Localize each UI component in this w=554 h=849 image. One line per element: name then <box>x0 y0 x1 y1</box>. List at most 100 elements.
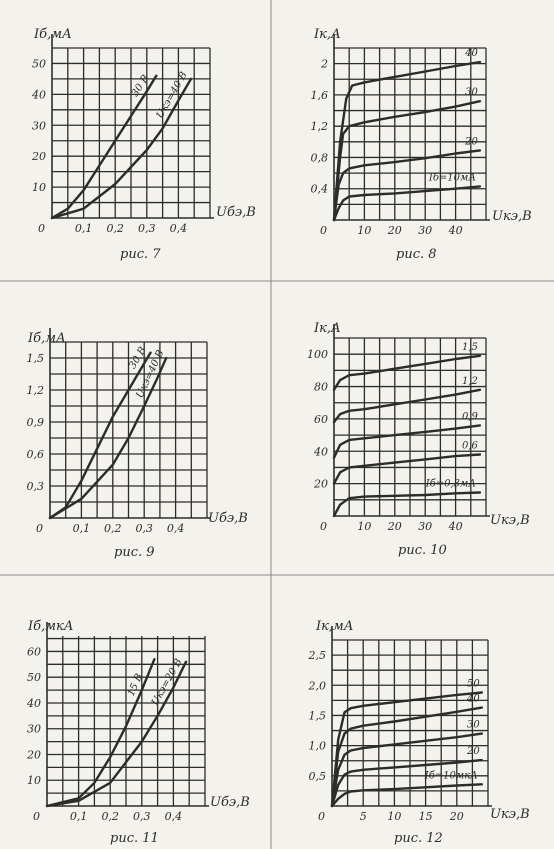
series-line-2 <box>330 706 483 808</box>
y-tick-label: 30 <box>27 723 41 736</box>
x-tick-label: 0,4 <box>170 222 188 235</box>
x-tick-label: 0,2 <box>101 810 119 823</box>
y-tick-label: 0,5 <box>309 770 327 783</box>
y-tick-label: 1,5 <box>309 709 327 722</box>
y-tick-label: 2,5 <box>308 649 327 662</box>
series-line-4 <box>332 185 482 222</box>
x-tick-label: 20 <box>449 810 464 823</box>
x-tick-label: 0,1 <box>73 522 91 535</box>
y-tick-label: 1,2 <box>311 120 329 133</box>
x-axis-label: Uкэ,В <box>490 807 530 822</box>
y-tick-label: 1,2 <box>27 384 45 397</box>
y-tick-label: 40 <box>26 697 41 710</box>
series-label: 30 <box>465 87 478 98</box>
series-label: 40 <box>464 48 478 59</box>
chart-fig8: 0 10 20 30 40 0,4 0,8 1,2 1,6 2 40 30 20 Iб=10мА Iк,А U… <box>311 27 532 262</box>
y-tick-label: 60 <box>27 645 41 658</box>
series-line-1 <box>48 351 152 520</box>
y-tick-label: 80 <box>314 381 328 394</box>
figure-caption: рис. 8 <box>396 247 437 262</box>
series-line-5 <box>332 491 482 518</box>
series-line-3 <box>330 732 483 808</box>
x-tick-label: 10 <box>387 810 401 823</box>
x-tick-label: 5 <box>360 810 367 823</box>
y-tick-label: 2,0 <box>308 679 327 692</box>
series-line-2 <box>45 660 188 808</box>
series-line-1 <box>45 658 156 808</box>
series-label: 50 <box>467 679 480 690</box>
x-tick-label: 0,2 <box>104 522 122 535</box>
x-axis-label: Uкэ,В <box>490 513 530 528</box>
x-axis-label: Uкэ,В <box>492 209 532 224</box>
series-label: 20 <box>466 746 480 757</box>
x-tick-label: 40 <box>448 224 463 237</box>
series-label: 40 <box>466 694 480 705</box>
x-tick-label: 40 <box>448 520 463 533</box>
figure-caption: рис. 10 <box>398 543 447 558</box>
series-label: 1,2 <box>462 376 478 387</box>
series-label: Iб=0,3мА <box>425 479 476 490</box>
series-line-2 <box>50 77 193 220</box>
series-line-4 <box>332 453 482 485</box>
series-line-3 <box>332 149 482 222</box>
x-tick-label: 0,1 <box>75 222 93 235</box>
figure-caption: рис. 12 <box>394 831 443 846</box>
series-label: Iб=10мА <box>428 172 476 183</box>
series-line-2 <box>332 100 482 222</box>
x-tick-label: 0 <box>320 520 327 533</box>
series-line-1 <box>332 354 482 391</box>
y-tick-label: 40 <box>31 88 46 101</box>
y-tick-label: 10 <box>27 774 41 787</box>
y-axis-label: Iк,А <box>313 27 341 42</box>
x-tick-label: 30 <box>418 520 432 533</box>
series-label: 1,5 <box>462 342 478 353</box>
x-axis-label: Uбэ,В <box>216 205 256 220</box>
y-tick-label: 0,3 <box>27 480 45 493</box>
y-tick-label: 20 <box>31 150 46 163</box>
x-tick-label: 0 <box>33 810 40 823</box>
x-tick-label: 0,3 <box>138 222 156 235</box>
x-tick-label: 0,3 <box>135 522 153 535</box>
x-tick-label: 0,4 <box>165 810 183 823</box>
y-tick-label: 0,6 <box>27 448 45 461</box>
y-tick-label: 50 <box>32 57 46 70</box>
y-tick-label: 1,0 <box>309 740 327 753</box>
y-tick-label: 50 <box>27 671 41 684</box>
series-line-1 <box>332 60 482 222</box>
x-axis-label: Uбэ,В <box>208 511 248 526</box>
chart-fig10: 0 10 20 30 40 20 40 60 80 100 1,5 1,2 0,9 0,6 Iб=0,3мА… <box>307 321 530 558</box>
y-tick-label: 0,4 <box>311 183 329 196</box>
x-axis-label: Uбэ,В <box>210 795 250 810</box>
y-tick-label: 20 <box>26 748 41 761</box>
x-tick-label: 0 <box>38 222 45 235</box>
y-tick-label: 0,9 <box>27 416 45 429</box>
series-label: 0,6 <box>462 441 479 452</box>
y-tick-label: 40 <box>313 445 328 458</box>
x-tick-label: 20 <box>387 224 402 237</box>
x-tick-label: 10 <box>357 224 371 237</box>
series-line-2 <box>332 388 482 424</box>
y-tick-label: 1,5 <box>27 352 45 365</box>
series-line-4 <box>330 758 483 808</box>
x-tick-label: 0,4 <box>167 522 185 535</box>
x-tick-label: 20 <box>387 520 402 533</box>
y-tick-label: 2 <box>320 58 328 71</box>
series-label: Iб=10мкА <box>424 770 478 781</box>
x-tick-label: 15 <box>419 810 433 823</box>
y-tick-label: 1,6 <box>311 89 329 102</box>
series-line-2 <box>48 356 168 520</box>
y-tick-label: 100 <box>307 348 328 361</box>
series-label: 30 <box>467 720 480 731</box>
x-tick-label: 30 <box>418 224 432 237</box>
y-axis-label: Iб,мА <box>27 331 66 346</box>
series-line-5 <box>330 783 483 808</box>
y-tick-label: 0,8 <box>311 151 329 164</box>
series-line-3 <box>332 424 482 459</box>
x-tick-label: 0 <box>36 522 43 535</box>
x-tick-label: 0 <box>320 224 327 237</box>
